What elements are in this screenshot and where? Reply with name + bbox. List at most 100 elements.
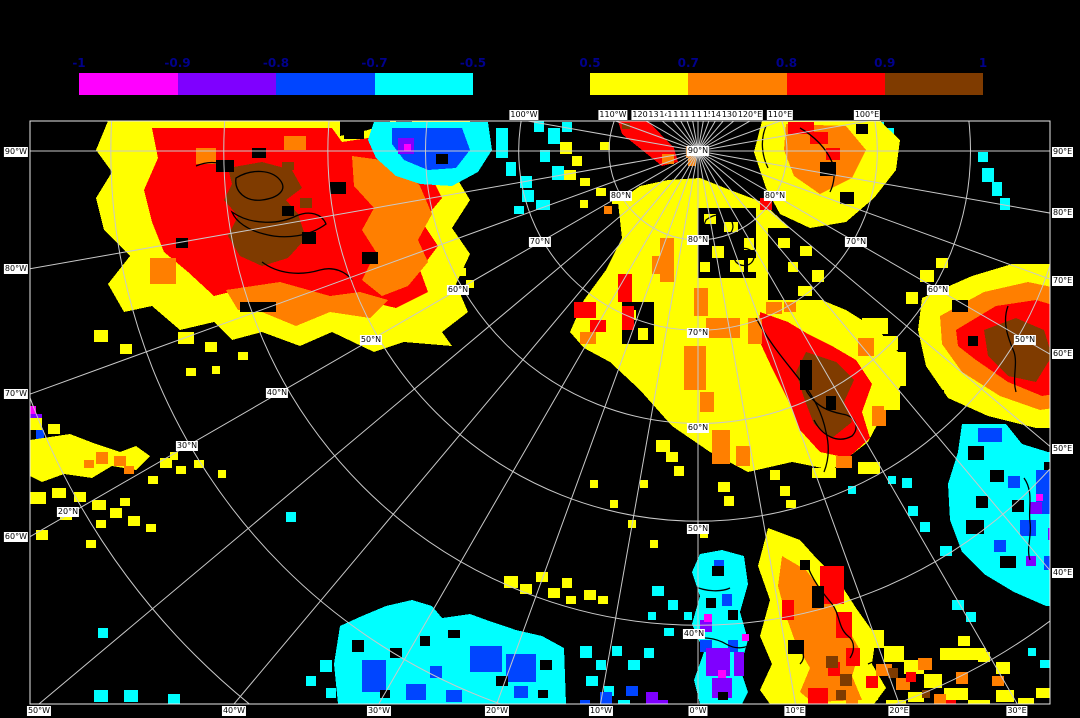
data-cell: [604, 206, 612, 214]
data-cell: [646, 692, 658, 704]
meridian-line: [30, 150, 699, 270]
data-cell: [470, 646, 502, 672]
data-cell: [48, 424, 60, 434]
meridian-line: [38, 150, 699, 704]
data-cell: [446, 690, 462, 702]
data-region: [30, 434, 150, 482]
data-cell: [968, 446, 984, 460]
lon-label-top: 130°E: [720, 110, 748, 120]
meridian-line: [30, 150, 699, 538]
data-cell: [1044, 556, 1050, 570]
data-cell: [968, 336, 978, 346]
data-cell: [862, 630, 884, 648]
data-cell: [706, 598, 716, 608]
data-cell: [886, 700, 906, 704]
data-region: [778, 556, 862, 702]
colorbar-positive-segment-3: [884, 73, 983, 95]
data-cell: [712, 566, 724, 576]
colorbar-positive-tick-label: 0.9: [874, 56, 896, 70]
coastline: [693, 585, 731, 592]
data-cell: [612, 646, 622, 656]
meridian-line: [233, 150, 699, 704]
data-cell: [786, 500, 796, 508]
lon-label-right: 40°E: [1052, 568, 1074, 578]
data-cell: [748, 258, 758, 272]
data-cell: [996, 690, 1014, 702]
data-cell: [760, 198, 772, 210]
lat-label: 40°N: [682, 629, 706, 639]
colorbar-negative-tick-label: -0.7: [361, 56, 388, 70]
coastline: [261, 261, 353, 281]
data-cell: [694, 288, 708, 316]
data-cell: [628, 660, 640, 670]
data-cell: [650, 540, 658, 548]
data-cell: [952, 600, 964, 610]
data-cell: [728, 640, 738, 652]
data-cell: [344, 121, 364, 139]
lat-label: 30°N: [175, 441, 199, 451]
data-cell: [798, 286, 812, 296]
data-cell: [362, 252, 378, 264]
data-cell: [788, 640, 804, 654]
data-cell: [560, 142, 572, 154]
data-cell: [456, 268, 466, 276]
data-cell: [712, 430, 730, 464]
data-cell: [918, 658, 932, 670]
data-cell: [800, 360, 812, 390]
data-cell: [858, 338, 874, 356]
data-cell: [718, 692, 728, 700]
data-cell: [566, 596, 576, 604]
data-cell: [1000, 556, 1016, 568]
data-cell: [110, 508, 122, 518]
colorbar-negative-segment-3: [374, 73, 473, 95]
meridian-line: [697, 150, 1050, 280]
data-cell: [744, 238, 754, 250]
data-cell: [742, 634, 749, 641]
data-cell: [940, 546, 952, 556]
data-cell: [580, 178, 590, 186]
data-cell: [194, 460, 204, 468]
coastline: [195, 161, 231, 171]
data-cell: [580, 646, 592, 658]
colorbar-negative-segment-0: [79, 73, 178, 95]
data-cell: [906, 292, 918, 304]
data-cell: [610, 500, 618, 508]
data-cell: [1020, 520, 1036, 536]
lat-label: 70°N: [686, 328, 710, 338]
data-cell: [782, 600, 794, 620]
data-cell: [766, 302, 782, 314]
data-cell: [906, 672, 916, 682]
lat-label: 50°N: [686, 524, 710, 534]
data-cell: [282, 206, 294, 216]
meridian-line: [697, 150, 1050, 448]
data-cell: [704, 614, 712, 622]
data-cell: [1036, 494, 1043, 501]
data-cell: [718, 670, 726, 678]
lon-label-top: 100°W: [509, 110, 539, 120]
data-cell: [810, 132, 828, 144]
data-cell: [514, 206, 524, 214]
data-region: [984, 318, 1050, 382]
data-cell: [994, 540, 1006, 552]
data-cell: [920, 270, 934, 282]
data-cell: [618, 700, 630, 704]
data-cell: [52, 488, 66, 498]
data-cell: [658, 700, 668, 704]
data-cell: [146, 524, 156, 532]
data-cell: [934, 694, 946, 704]
data-cell: [564, 170, 576, 180]
data-cell: [114, 456, 126, 466]
data-cell: [728, 610, 738, 620]
data-cell: [176, 466, 186, 474]
data-cell: [952, 300, 968, 312]
data-cell: [240, 302, 276, 312]
lon-label-top: 120°E: [736, 110, 764, 120]
data-cell: [866, 676, 878, 688]
data-cell: [30, 492, 46, 504]
data-cell: [548, 588, 560, 598]
data-cell: [520, 176, 532, 188]
data-cell: [706, 318, 740, 338]
